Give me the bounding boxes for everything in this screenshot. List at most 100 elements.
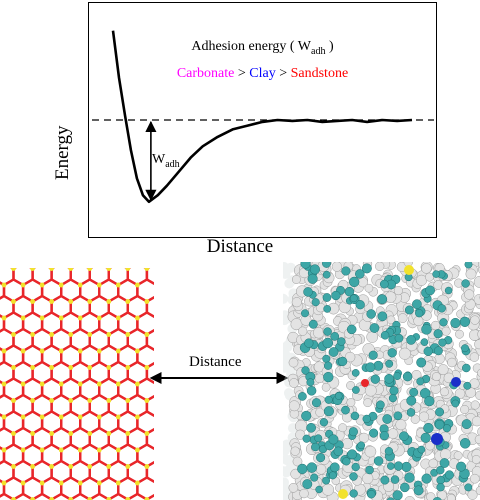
lattice-atom — [106, 398, 112, 403]
lattice-atom — [97, 414, 102, 420]
lattice-atom — [49, 299, 54, 304]
lattice-atom — [116, 381, 121, 387]
surface-atom — [288, 482, 299, 493]
lattice-atom — [87, 299, 92, 304]
surface-cluster-atom — [352, 386, 360, 394]
surface-cluster-atom — [349, 489, 358, 498]
lattice-atom — [144, 398, 150, 403]
surface-cluster-atom — [367, 489, 376, 499]
surface-atom — [346, 381, 356, 390]
lattice-bond — [0, 459, 5, 465]
surface-cluster-atom — [351, 462, 360, 472]
surface-cluster-atom — [337, 356, 348, 367]
surface-atom — [395, 419, 407, 431]
lattice-atom — [49, 268, 54, 271]
lattice-atom — [49, 398, 54, 403]
surface-atom — [418, 411, 430, 422]
surface-atom — [364, 445, 377, 458]
lattice-atom — [144, 332, 150, 337]
surface-cluster-atom — [412, 299, 422, 310]
surface-cluster-atom — [377, 311, 388, 322]
surface-atom — [366, 331, 379, 343]
surface-atom — [364, 283, 374, 293]
lattice-atom — [87, 332, 92, 337]
surface-cluster-atom — [322, 354, 331, 363]
surface-atom — [440, 387, 449, 397]
lattice-atom — [125, 268, 131, 271]
surface-cluster-atom — [392, 490, 403, 500]
surface-atom — [474, 434, 480, 445]
surface-cluster-atom — [341, 266, 351, 276]
surface-cluster-atom — [436, 466, 445, 475]
lattice-atom — [20, 480, 26, 486]
lattice-atom — [1, 282, 7, 288]
surface-cluster-atom — [328, 471, 337, 480]
surface-atom — [453, 451, 463, 461]
surface-cluster-atom — [301, 366, 310, 375]
ranking-separator-1: > — [234, 66, 250, 81]
surface-cluster-atom — [415, 309, 424, 318]
surface-cluster-atom — [311, 298, 320, 307]
surface-cluster-atom — [306, 386, 317, 396]
surface-atom — [321, 483, 335, 496]
lattice-atom — [39, 381, 45, 387]
lattice-structure-image — [0, 268, 154, 500]
lattice-nodes — [1, 268, 150, 500]
surface-cluster-atom — [357, 441, 366, 450]
lattice-atom — [106, 299, 112, 304]
surface-cluster-atom — [322, 262, 331, 268]
surface-atom — [470, 315, 480, 325]
surface-atom — [346, 398, 356, 407]
surface-cluster-atom — [393, 372, 402, 380]
lattice-atom — [87, 464, 92, 469]
lattice-atom — [77, 282, 83, 288]
lattice-atom — [68, 497, 73, 500]
lattice-atom — [97, 282, 102, 288]
lattice-atom — [77, 381, 83, 387]
surface-cluster-atom — [322, 270, 331, 279]
lattice-atom — [144, 365, 150, 370]
surface-atom — [283, 466, 290, 477]
surface-cluster-atom — [298, 392, 307, 401]
surface-cluster-atom — [328, 347, 339, 357]
surface-cluster-atom — [444, 470, 454, 480]
surface-atom — [426, 492, 436, 500]
surface-cluster-atom — [425, 285, 435, 296]
surface-cluster-atom — [406, 335, 416, 345]
lattice-atom — [106, 332, 112, 337]
surface-cluster-atom — [389, 386, 399, 396]
lattice-atom — [11, 398, 16, 403]
surface-cluster-atom — [461, 344, 469, 353]
surface-cluster-atom — [349, 472, 358, 481]
surface-atom — [471, 455, 480, 464]
surface-atom — [298, 326, 308, 336]
lattice-atom — [106, 431, 112, 436]
lattice-atom — [68, 299, 73, 304]
surface-atom — [295, 429, 306, 440]
surface-atom — [283, 454, 292, 465]
lattice-atom — [87, 398, 92, 403]
surface-cluster-atom — [342, 457, 351, 466]
y-axis-label: Energy — [52, 125, 73, 180]
surface-cluster-atom — [462, 363, 471, 373]
lattice-atom — [20, 282, 26, 288]
surface-cluster-atom — [355, 300, 365, 310]
surface-atom — [477, 368, 480, 377]
lattice-atom — [87, 365, 92, 370]
surface-atom — [473, 294, 480, 305]
surface-red-atom — [361, 379, 369, 387]
lattice-atom — [144, 431, 150, 436]
surface-cluster-atom — [347, 449, 358, 460]
surface-cluster-atom — [349, 276, 360, 288]
surface-atom — [290, 446, 300, 456]
surface-cluster-atom — [309, 264, 320, 275]
lattice-atom — [135, 480, 140, 486]
lattice-atom — [58, 480, 64, 486]
surface-atom — [460, 404, 470, 415]
surface-cluster-atom — [344, 286, 355, 297]
surface-cluster-atom — [297, 463, 308, 475]
lattice-atom — [87, 497, 92, 500]
surface-cluster-atom — [316, 453, 326, 463]
surface-atom — [284, 456, 295, 467]
lattice-atom — [125, 431, 131, 436]
